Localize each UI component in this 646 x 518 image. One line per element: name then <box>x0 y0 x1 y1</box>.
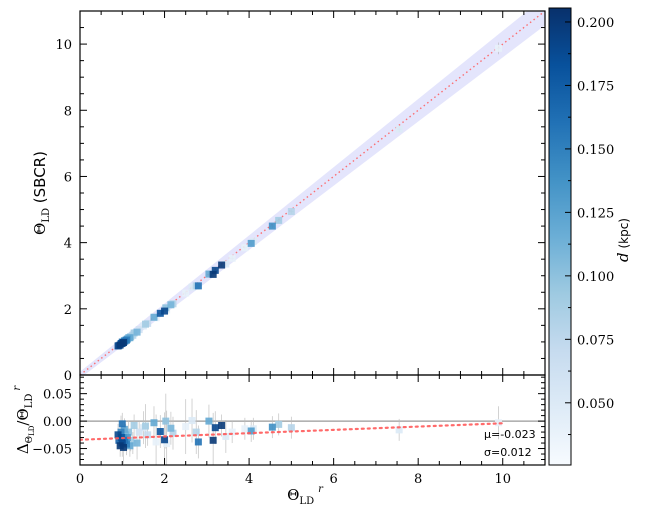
data-point <box>241 244 249 252</box>
residual-points <box>114 417 502 451</box>
x-tick-label: 4 <box>245 472 253 487</box>
y-tick-label: 4 <box>64 237 72 252</box>
colorbar-tick-label: 0.125 <box>577 206 614 221</box>
residual-point <box>114 431 122 439</box>
colorbar-tick-label: 0.150 <box>577 143 614 158</box>
data-point <box>142 320 150 328</box>
data-point <box>209 270 217 278</box>
data-point <box>167 301 175 309</box>
residual-point <box>211 424 219 432</box>
residual-point <box>192 428 200 436</box>
residual-y-tick-label: 0.05 <box>43 388 72 403</box>
data-point <box>395 125 403 133</box>
residual-point <box>182 423 190 431</box>
residual-point <box>120 443 128 451</box>
data-point <box>133 328 141 336</box>
data-point <box>205 270 213 278</box>
mu-annotation: μ=-0.023 <box>484 428 536 441</box>
residual-axes-frame <box>79 374 546 466</box>
x-tick-label: 10 <box>494 472 511 487</box>
colorbar-tick-label: 0.050 <box>577 397 614 412</box>
residual-point <box>150 419 158 427</box>
residual-point <box>162 417 170 425</box>
residual-point <box>142 422 150 430</box>
y-tick-label: 6 <box>64 170 72 185</box>
residual-point <box>241 425 249 433</box>
residual-y-tick-label: 0.00 <box>43 415 72 430</box>
residual-point <box>205 417 213 425</box>
residual-fit-line <box>80 422 504 441</box>
colorbar-label: d (kpc) <box>614 218 632 262</box>
residual-point <box>222 432 230 440</box>
colorbar-tick-label: 0.100 <box>577 270 614 285</box>
residual-point <box>152 438 160 446</box>
data-point <box>228 254 236 262</box>
data-point <box>211 266 219 274</box>
residual-point <box>156 428 164 436</box>
colorbar-tick-label: 0.075 <box>577 333 614 348</box>
residual-point <box>169 429 177 437</box>
residual-point <box>135 428 143 436</box>
residual-point <box>495 419 502 427</box>
data-point <box>287 208 295 216</box>
main-y-axis-label: ΘLD (SBCR) <box>31 151 52 235</box>
data-point <box>150 313 158 321</box>
y-tick-label: 10 <box>55 38 72 53</box>
data-point <box>182 289 190 297</box>
y-tick-label: 0 <box>64 369 72 384</box>
data-point <box>194 282 202 290</box>
x-tick-label: 6 <box>329 472 337 487</box>
residual-y-axis-label: ΔΘLD/ΘLDr <box>12 385 36 455</box>
data-point <box>161 307 169 315</box>
residual-point <box>228 428 236 436</box>
y-tick-label: 2 <box>64 303 72 318</box>
residual-point <box>163 440 171 448</box>
residual-point <box>268 423 276 431</box>
residual-point <box>194 438 202 446</box>
residual-point <box>218 421 226 429</box>
main-points <box>114 44 502 350</box>
residual-point <box>247 427 255 435</box>
residual-point <box>118 420 126 428</box>
residual-axis-ticks: 0 2 4 6 8 10 −0.05 0.00 0.05 <box>32 375 546 487</box>
data-point <box>495 44 502 52</box>
x-tick-label: 0 <box>76 472 84 487</box>
data-point <box>268 222 276 230</box>
data-point <box>156 309 164 317</box>
residual-point <box>144 431 152 439</box>
y-tick-label: 8 <box>64 104 72 119</box>
data-point <box>218 261 226 269</box>
data-point <box>275 216 283 224</box>
residual-point <box>188 417 196 425</box>
sigma-annotation: σ=0.012 <box>484 446 532 459</box>
colorbar-ticks: 0.050 0.075 0.100 0.125 0.150 0.175 0.200 <box>565 16 614 436</box>
data-point <box>188 283 196 291</box>
residual-panel: 0 2 4 6 8 10 −0.05 0.00 0.05 μ=-0.023 σ=0.012 ΘL… <box>12 374 546 507</box>
residual-point <box>209 436 217 444</box>
data-point <box>247 239 255 247</box>
residual-point <box>161 436 169 444</box>
colorbar-gradient <box>548 7 572 466</box>
residual-point <box>395 426 403 434</box>
data-point <box>120 339 128 347</box>
residual-point <box>133 439 141 447</box>
colorbar: 0.050 0.075 0.100 0.125 0.150 0.175 0.200 d (k… <box>548 7 632 466</box>
colorbar-tick-label: 0.200 <box>577 16 614 31</box>
colorbar-tick-label: 0.175 <box>577 79 614 94</box>
residual-point <box>275 420 283 428</box>
residual-point <box>167 424 175 432</box>
x-tick-label: 2 <box>160 472 168 487</box>
x-tick-label: 8 <box>414 472 422 487</box>
residual-point <box>287 424 295 432</box>
main-scatter-panel: 0 2 4 6 8 10 ΘLD (SBCR) <box>31 10 546 384</box>
data-point <box>222 260 230 268</box>
x-axis-label: ΘLDr <box>287 484 324 507</box>
residual-point <box>130 421 138 429</box>
residual-y-tick-label: −0.05 <box>32 443 72 458</box>
